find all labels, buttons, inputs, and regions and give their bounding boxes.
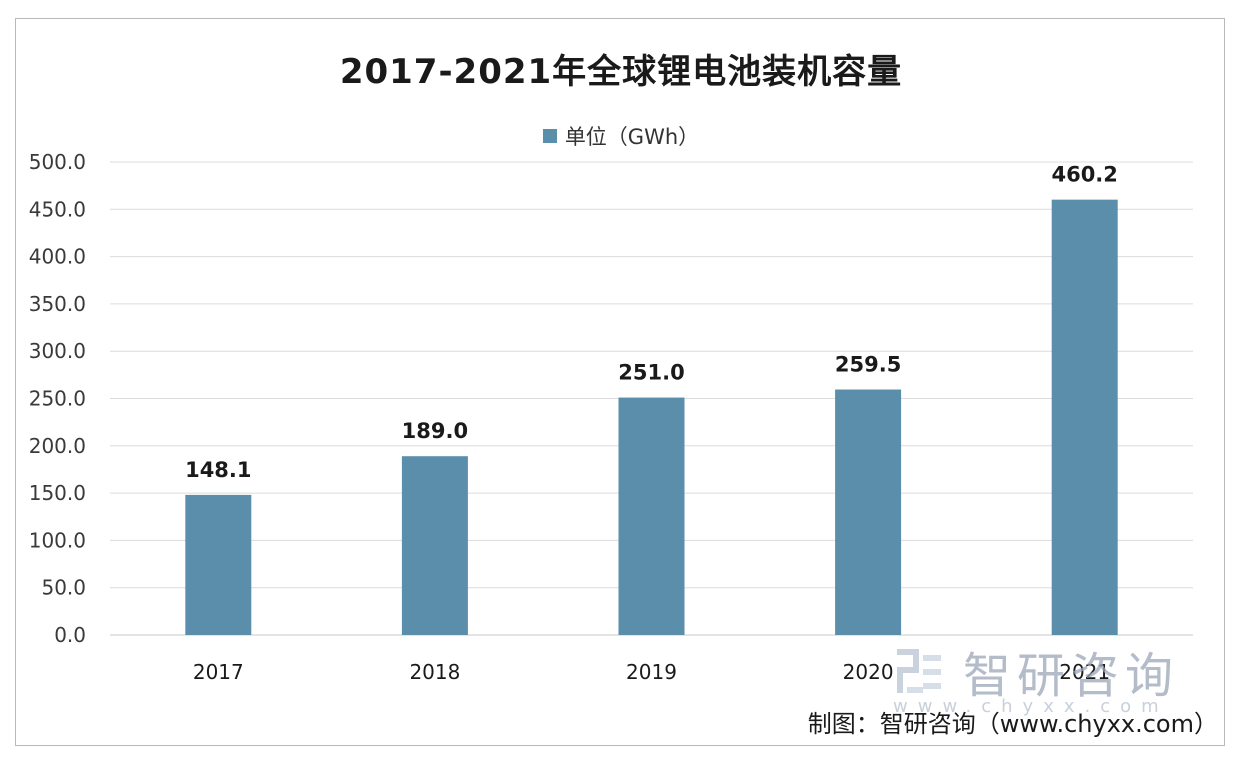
source-note: 制图：智研咨询（www.chyxx.com） (807, 710, 1218, 738)
bar (618, 397, 685, 635)
bar (1051, 199, 1118, 635)
legend-swatch (542, 129, 557, 143)
x-tick-label: 2020 (843, 660, 894, 684)
data-label: 148.1 (185, 458, 251, 482)
y-tick-label: 500.0 (29, 150, 86, 174)
data-label: 251.0 (618, 361, 684, 385)
watermark-text: 智研咨询 (963, 648, 1180, 704)
bar (835, 389, 902, 635)
y-tick-label: 450.0 (29, 197, 86, 221)
y-tick-label: 300.0 (29, 339, 86, 363)
y-tick-label: 50.0 (41, 576, 86, 600)
y-tick-label: 250.0 (29, 387, 86, 411)
y-tick-label: 100.0 (29, 528, 86, 552)
legend-label: 单位（GWh） (564, 125, 700, 149)
bar (185, 494, 252, 635)
data-label: 259.5 (835, 353, 901, 377)
x-tick-label: 2019 (626, 660, 677, 684)
data-label: 189.0 (402, 419, 468, 443)
y-tick-label: 400.0 (29, 245, 86, 269)
watermark-url: www.chyxx.com (893, 696, 1169, 717)
data-label: 460.2 (1051, 163, 1117, 187)
x-tick-label: 2021 (1059, 660, 1110, 684)
bar (401, 456, 468, 635)
watermark-logo-icon (893, 645, 945, 697)
y-tick-label: 200.0 (29, 434, 86, 458)
chart-title: 2017-2021年全球锂电池装机容量 (339, 52, 903, 92)
x-tick-label: 2018 (409, 660, 460, 684)
y-tick-label: 0.0 (54, 623, 86, 647)
chart-legend: 单位（GWh） (0, 121, 1242, 151)
x-tick-label: 2017 (193, 660, 244, 684)
y-tick-label: 350.0 (29, 292, 86, 316)
watermark: 智研咨询 (893, 636, 1179, 706)
y-tick-label: 150.0 (29, 481, 86, 505)
